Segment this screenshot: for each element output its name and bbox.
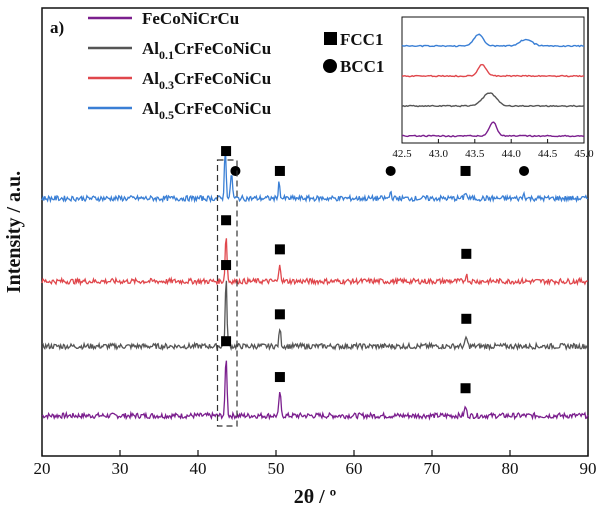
x-axis-title: 2θ / º — [294, 486, 337, 508]
fcc-marker — [221, 215, 232, 226]
x-tick-label: 70 — [424, 459, 441, 478]
legend: FeCoNiCrCu Al0.1CrFeCoNiCu Al0.3CrFeCoNiCu… — [88, 9, 271, 122]
legend-label: Al0.1CrFeCoNiCu — [142, 39, 271, 62]
series-line — [41, 280, 589, 352]
legend-label: Al0.5CrFeCoNiCu — [142, 99, 271, 122]
legend-label: FeCoNiCrCu — [142, 9, 239, 28]
inset-x-tick-label: 43.5 — [465, 148, 485, 160]
fcc-marker — [460, 383, 471, 394]
x-tick-label: 30 — [112, 459, 129, 478]
highlight-box-rect — [216, 159, 238, 427]
inset-x-tick-label: 43.0 — [429, 148, 449, 160]
inset-series-line — [401, 33, 585, 48]
series-line — [41, 360, 589, 421]
x-tick-label: 60 — [346, 459, 363, 478]
inset-traces — [401, 33, 585, 138]
plot-frame — [41, 7, 589, 457]
phase-legend: FCC1 BCC1 — [323, 30, 384, 76]
inset-series-line — [402, 63, 585, 78]
inset-x-tick-label: 45.0 — [574, 148, 594, 160]
fcc-legend-marker — [324, 32, 337, 45]
fcc-marker — [274, 372, 285, 383]
highlight-box — [216, 159, 238, 427]
series-line — [41, 238, 589, 287]
bcc-legend-marker — [323, 59, 337, 73]
x-tick-label: 20 — [34, 459, 51, 478]
inset-x-ticks: 42.5 43.0 43.5 44.0 44.5 45.0 — [392, 139, 594, 160]
x-tick-label: 40 — [190, 459, 207, 478]
bcc-marker — [519, 165, 530, 176]
phase-label: FCC1 — [340, 30, 383, 49]
fcc-marker — [274, 309, 285, 320]
phase-label: BCC1 — [340, 57, 384, 76]
x-axis-ticks: 20 30 40 50 60 70 80 90 — [34, 450, 597, 478]
panel-label: a) — [50, 18, 64, 37]
fcc-marker — [461, 313, 472, 324]
series-line — [41, 149, 589, 204]
y-axis-title: Intensity / a.u. — [3, 171, 25, 293]
inset-frame — [401, 16, 585, 144]
inset-x-tick-label: 42.5 — [392, 148, 412, 160]
x-tick-label: 80 — [502, 459, 519, 478]
inset-series-line — [401, 92, 585, 108]
series-traces — [41, 149, 589, 421]
inset-chart: 42.5 43.0 43.5 44.0 44.5 45.0 — [392, 16, 594, 160]
fcc-marker — [461, 248, 472, 259]
fcc-marker — [274, 165, 285, 176]
fcc-marker — [274, 244, 285, 255]
x-tick-label: 50 — [268, 459, 285, 478]
bcc-marker — [385, 165, 396, 176]
bcc-marker — [230, 165, 241, 176]
phase-markers — [221, 146, 530, 394]
fcc-marker — [221, 260, 232, 271]
inset-x-tick-label: 44.5 — [538, 148, 558, 160]
legend-label: Al0.3CrFeCoNiCu — [142, 69, 271, 92]
inset-x-tick-label: 44.0 — [502, 148, 522, 160]
inset-series-line — [401, 121, 585, 138]
fcc-marker — [460, 165, 471, 176]
x-tick-label: 90 — [580, 459, 597, 478]
fcc-marker — [221, 146, 232, 157]
fcc-marker — [221, 336, 232, 347]
